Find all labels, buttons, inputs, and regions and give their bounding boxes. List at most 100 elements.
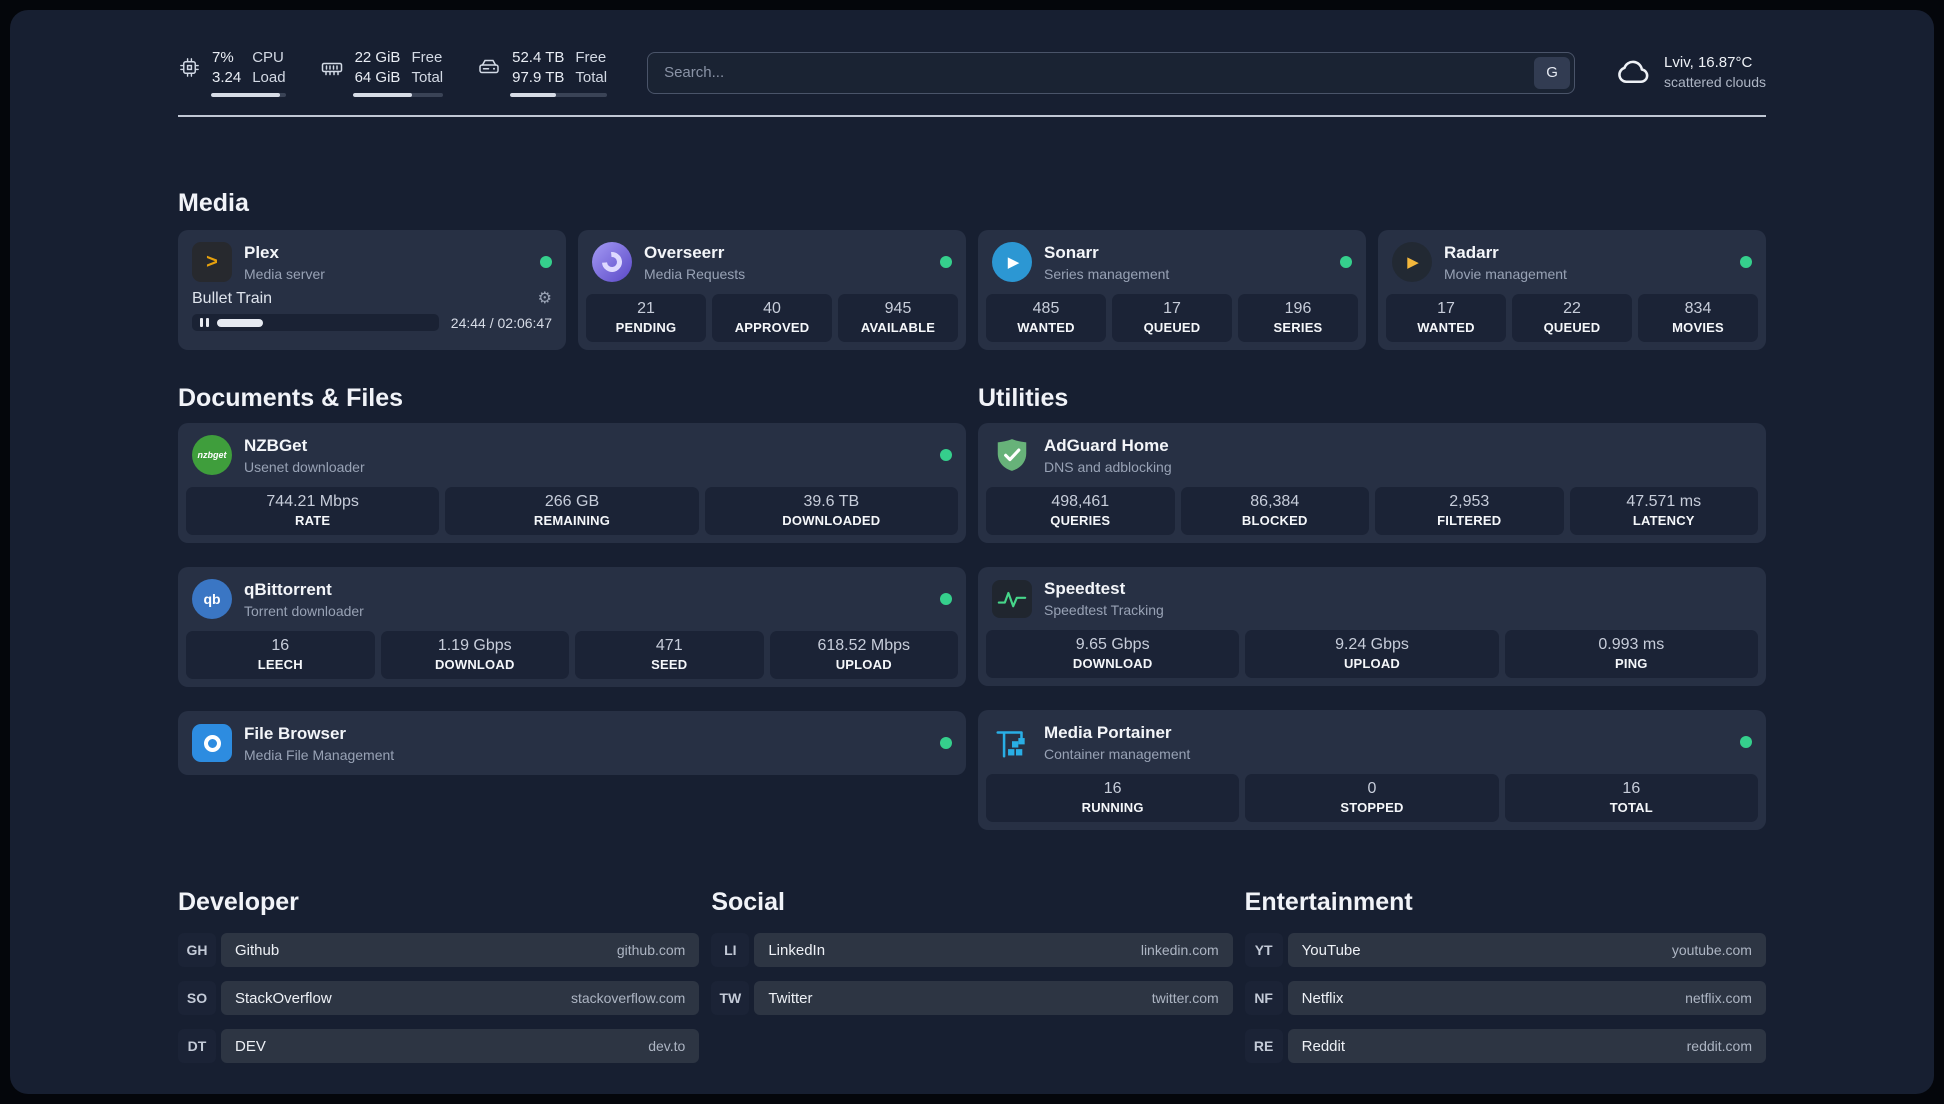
stat-queued: 22 QUEUED [1512,294,1632,342]
stats-row: 21 PENDING 40 APPROVED 945 AVAILABLE [586,294,958,342]
github-abbr-icon: GH [178,933,216,967]
disk-label-bottom: Total [575,68,608,86]
stat-available: 945 AVAILABLE [838,294,958,342]
service-subtitle: Container management [1044,745,1191,762]
card-plex: > Plex Media server Bullet Train ⚙ 24:44… [178,230,566,350]
service-link-plex[interactable]: > Plex Media server [186,238,558,286]
pause-icon[interactable] [200,318,209,327]
dev-abbr-icon: DT [178,1029,216,1063]
stats-row: 17 WANTED 22 QUEUED 834 MOVIES [1386,294,1758,342]
bookmarks-social: Social LI LinkedIn linkedin.com TW Twitt… [711,888,1233,1077]
bookmark-name: YouTube [1301,941,1361,959]
card-nzbget: nzbget NZBGet Usenet downloader 744.21 M… [178,423,966,543]
disk-free: 52.4 TB [512,49,565,66]
service-name: Plex [244,242,279,262]
bookmark-dev[interactable]: DT DEV dev.to [178,1029,700,1063]
linkedin-abbr-icon: LI [711,933,750,967]
disk-usage-bar [510,93,608,97]
stats-row: 485 WANTED 17 QUEUED 196 SERIES [986,294,1358,342]
section-title-entertainment: Entertainment [1244,888,1413,916]
stat-movies: 834 MOVIES [1638,294,1758,342]
service-link-nzbget[interactable]: nzbget NZBGet Usenet downloader [186,431,958,479]
bookmark-domain: stackoverflow.com [570,990,686,1006]
bookmark-name: LinkedIn [768,941,826,959]
search-bar: G [647,51,1576,94]
bookmark-domain: netflix.com [1685,990,1752,1006]
cpu-label-bottom: Load [252,68,286,86]
status-dot [1740,256,1752,268]
top-bar: 7% 3.24 CPU Load 22 GiB [178,10,1766,97]
bookmark-stackoverflow[interactable]: SO StackOverflow stackoverflow.com [178,981,700,1015]
memory-icon [320,56,344,80]
middle-columns: Documents & Files nzbget NZBGet Usenet d… [178,384,1766,830]
service-link-radarr[interactable]: ▶ Radarr Movie management [1386,238,1758,286]
card-sonarr: ▶ Sonarr Series management 485 WANTED 17… [978,230,1366,350]
memory-label-top: Free [411,49,443,66]
status-dot [940,449,952,461]
topbar-divider [178,115,1766,117]
service-subtitle: Movie management [1444,265,1567,282]
stats-row: 498,461 QUERIES 86,384 BLOCKED 2,953 FIL… [986,487,1758,535]
status-dot [940,256,952,268]
section-title-media: Media [178,189,249,217]
memory-total: 64 GiB [354,68,401,86]
now-playing-title: Bullet Train [192,290,273,307]
stat-queued: 17 QUEUED [1112,294,1232,342]
bookmark-netflix[interactable]: NF Netflix netflix.com [1244,981,1766,1015]
bookmark-name: StackOverflow [235,989,332,1007]
portainer-crane-icon [992,722,1032,762]
disk-label-top: Free [575,49,607,66]
service-subtitle: DNS and adblocking [1044,458,1172,475]
cpu-load-value: 3.24 [212,68,242,86]
service-link-adguard[interactable]: AdGuard Home DNS and adblocking [986,431,1758,479]
bookmark-reddit[interactable]: RE Reddit reddit.com [1244,1029,1766,1063]
stat-upload: 9.24 Gbps UPLOAD [1245,630,1499,678]
disk-total: 97.9 TB [512,68,565,86]
service-link-portainer[interactable]: Media Portainer Container management [986,718,1758,766]
bookmark-domain: youtube.com [1671,942,1752,958]
weather-widget: Lviv, 16.87°C scattered clouds [1615,53,1766,92]
stat-rate: 744.21 Mbps RATE [186,487,440,535]
service-link-sonarr[interactable]: ▶ Sonarr Series management [986,238,1358,286]
bookmark-name: Reddit [1301,1037,1346,1055]
status-dot [540,256,552,268]
service-subtitle: Series management [1044,265,1170,282]
service-name: NZBGet [244,435,308,455]
bookmark-linkedin[interactable]: LI LinkedIn linkedin.com [711,933,1233,967]
weather-condition: scattered clouds [1664,74,1766,91]
stat-blocked: 86,384 BLOCKED [1180,487,1369,535]
search-provider-button[interactable]: G [1534,56,1571,89]
stat-wanted: 485 WANTED [986,294,1106,342]
service-link-filebrowser[interactable]: File Browser Media File Management [186,719,958,767]
service-link-speedtest[interactable]: Speedtest Speedtest Tracking [986,575,1758,622]
service-link-qbittorrent[interactable]: qb qBittorrent Torrent downloader [186,575,958,623]
stat-wanted: 17 WANTED [1386,294,1506,342]
bookmark-domain: dev.to [648,1038,686,1054]
memory-usage-bar [352,93,444,97]
stat-leech: 16 LEECH [186,631,375,679]
service-link-overseerr[interactable]: Overseerr Media Requests [586,238,958,286]
memory-widget: 22 GiB 64 GiB Free Total [320,48,444,97]
netflix-abbr-icon: NF [1244,981,1283,1015]
bookmark-domain: github.com [616,942,686,958]
bookmark-github[interactable]: GH Github github.com [178,933,700,967]
cpu-widget: 7% 3.24 CPU Load [178,48,286,97]
bookmark-twitter[interactable]: TW Twitter twitter.com [711,981,1233,1015]
qbittorrent-icon: qb [192,579,232,619]
card-speedtest: Speedtest Speedtest Tracking 9.65 Gbps D… [978,567,1766,686]
gear-icon[interactable]: ⚙ [537,290,552,307]
search-input[interactable] [647,51,1576,94]
bookmark-youtube[interactable]: YT YouTube youtube.com [1244,933,1766,967]
service-subtitle: Media Requests [644,265,746,282]
status-dot [1340,256,1352,268]
section-title-developer: Developer [178,888,299,916]
stat-running: 16 RUNNING [986,774,1240,822]
service-name: Sonarr [1044,242,1099,262]
card-radarr: ▶ Radarr Movie management 17 WANTED 22 Q… [1378,230,1766,350]
card-filebrowser: File Browser Media File Management [178,711,966,775]
speedtest-icon [992,579,1032,618]
utilities-column: Utilities AdGuard Home DNS and a [978,384,1766,830]
stats-row: 744.21 Mbps RATE 266 GB REMAINING 39.6 T… [186,487,958,535]
cpu-usage-bar [211,93,286,97]
section-title-documents: Documents & Files [178,384,404,412]
